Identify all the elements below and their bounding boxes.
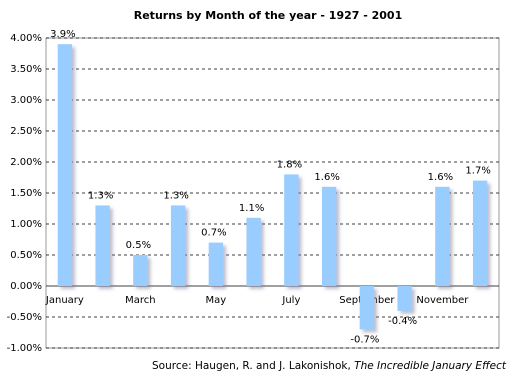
x-tick-label: March	[125, 295, 155, 306]
source-title: The Incredible January Effect	[354, 360, 507, 372]
bar	[170, 205, 186, 286]
source-note: Source: Haugen, R. and J. Lakonishok, Th…	[152, 360, 507, 372]
value-label: 1.3%	[163, 190, 188, 201]
x-tick-label: November	[416, 295, 469, 306]
bar	[472, 180, 488, 286]
y-tick-label: 1.00%	[10, 219, 42, 230]
value-label: 1.6%	[314, 172, 339, 183]
bar	[246, 217, 261, 286]
chart-title: Returns by Month of the year - 1927 - 20…	[134, 9, 403, 22]
bar	[95, 205, 110, 286]
value-label: 3.9%	[50, 29, 75, 40]
x-tick-label: January	[45, 295, 84, 306]
bar	[359, 286, 375, 330]
value-label: 1.1%	[239, 203, 264, 214]
y-tick-label: 0.00%	[10, 281, 42, 292]
value-label: 1.3%	[88, 190, 113, 201]
value-label: 0.7%	[201, 228, 226, 239]
bar	[321, 186, 337, 286]
x-tick-label: July	[281, 295, 300, 306]
y-tick-label: 0.50%	[10, 250, 42, 261]
value-label: -0.7%	[350, 334, 379, 345]
value-label: 1.8%	[277, 159, 302, 170]
y-tick-label: 3.00%	[10, 95, 42, 106]
y-tick-label: 3.50%	[10, 64, 42, 75]
bar	[133, 255, 148, 286]
value-label: 1.7%	[465, 166, 490, 177]
bar	[57, 44, 73, 287]
bar	[208, 242, 224, 286]
y-tick-label: 1.50%	[10, 188, 42, 199]
y-tick-label: 4.00%	[10, 33, 42, 44]
y-tick-label: -0.50%	[7, 312, 42, 323]
y-tick-label: -1.00%	[7, 343, 42, 354]
source: Source: Haugen, R. and J. Lakonishok,	[152, 360, 351, 372]
value-label: 0.5%	[126, 240, 151, 251]
y-tick-label: 2.00%	[10, 157, 42, 168]
bar	[397, 286, 412, 311]
value-label: -0.4%	[388, 316, 417, 327]
bar	[284, 174, 299, 286]
bar	[435, 186, 450, 286]
value-label: 1.6%	[428, 172, 453, 183]
y-tick-label: 2.50%	[10, 126, 42, 137]
x-tick-label: May	[206, 295, 227, 306]
